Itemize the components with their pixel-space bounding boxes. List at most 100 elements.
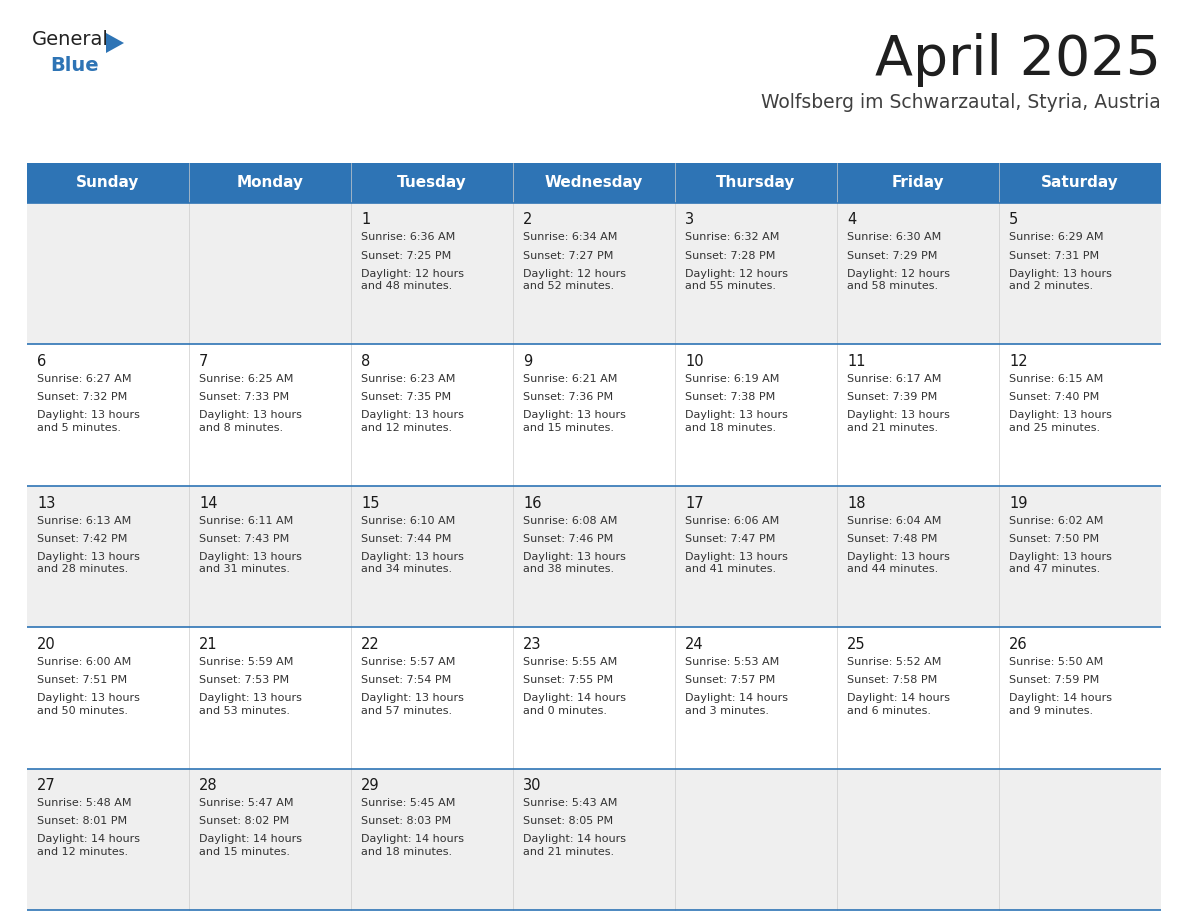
Text: 6: 6 — [37, 354, 46, 369]
Text: Sunset: 8:01 PM: Sunset: 8:01 PM — [37, 816, 127, 826]
Text: Sunrise: 6:11 AM: Sunrise: 6:11 AM — [200, 516, 293, 525]
Text: Sunrise: 6:34 AM: Sunrise: 6:34 AM — [523, 232, 618, 242]
Text: Sunrise: 6:29 AM: Sunrise: 6:29 AM — [1009, 232, 1104, 242]
Text: 20: 20 — [37, 637, 56, 652]
Bar — [27, 486, 1161, 627]
Text: Daylight: 12 hours
and 52 minutes.: Daylight: 12 hours and 52 minutes. — [523, 268, 626, 291]
Text: Sunrise: 6:15 AM: Sunrise: 6:15 AM — [1009, 374, 1104, 384]
Text: 17: 17 — [685, 496, 703, 510]
Text: Sunrise: 6:17 AM: Sunrise: 6:17 AM — [847, 374, 941, 384]
Text: Sunday: Sunday — [76, 175, 140, 190]
Text: 21: 21 — [200, 637, 217, 652]
Text: Sunset: 7:28 PM: Sunset: 7:28 PM — [685, 251, 776, 261]
Text: Thursday: Thursday — [716, 175, 796, 190]
Text: Sunrise: 6:06 AM: Sunrise: 6:06 AM — [685, 516, 779, 525]
Text: Sunset: 7:35 PM: Sunset: 7:35 PM — [361, 392, 451, 402]
Text: Daylight: 13 hours
and 25 minutes.: Daylight: 13 hours and 25 minutes. — [1009, 410, 1112, 432]
Text: Sunrise: 5:53 AM: Sunrise: 5:53 AM — [685, 657, 779, 667]
Text: 27: 27 — [37, 778, 56, 793]
Text: Daylight: 13 hours
and 47 minutes.: Daylight: 13 hours and 47 minutes. — [1009, 552, 1112, 575]
Text: 22: 22 — [361, 637, 380, 652]
Text: Sunset: 7:32 PM: Sunset: 7:32 PM — [37, 392, 127, 402]
Bar — [27, 163, 1161, 203]
Text: 13: 13 — [37, 496, 56, 510]
Text: Sunset: 7:36 PM: Sunset: 7:36 PM — [523, 392, 613, 402]
Text: Sunset: 7:29 PM: Sunset: 7:29 PM — [847, 251, 937, 261]
Text: Sunrise: 6:30 AM: Sunrise: 6:30 AM — [847, 232, 941, 242]
Text: Daylight: 12 hours
and 55 minutes.: Daylight: 12 hours and 55 minutes. — [685, 268, 788, 291]
Text: Sunrise: 6:04 AM: Sunrise: 6:04 AM — [847, 516, 941, 525]
Text: Sunset: 7:27 PM: Sunset: 7:27 PM — [523, 251, 613, 261]
Text: 1: 1 — [361, 212, 371, 228]
Text: Daylight: 14 hours
and 6 minutes.: Daylight: 14 hours and 6 minutes. — [847, 693, 950, 716]
Text: Sunrise: 5:59 AM: Sunrise: 5:59 AM — [200, 657, 293, 667]
Text: Sunset: 7:39 PM: Sunset: 7:39 PM — [847, 392, 937, 402]
Text: Sunrise: 6:25 AM: Sunrise: 6:25 AM — [200, 374, 293, 384]
Text: Sunrise: 6:00 AM: Sunrise: 6:00 AM — [37, 657, 131, 667]
Text: Sunset: 7:31 PM: Sunset: 7:31 PM — [1009, 251, 1099, 261]
Text: Sunset: 7:44 PM: Sunset: 7:44 PM — [361, 533, 451, 543]
Text: Daylight: 12 hours
and 48 minutes.: Daylight: 12 hours and 48 minutes. — [361, 268, 465, 291]
Bar — [27, 627, 1161, 768]
Text: Sunset: 7:33 PM: Sunset: 7:33 PM — [200, 392, 289, 402]
Text: 2: 2 — [523, 212, 532, 228]
Text: Sunrise: 5:45 AM: Sunrise: 5:45 AM — [361, 799, 455, 809]
Text: 12: 12 — [1009, 354, 1028, 369]
Text: Sunrise: 6:32 AM: Sunrise: 6:32 AM — [685, 232, 779, 242]
Text: April 2025: April 2025 — [876, 33, 1161, 87]
Text: 7: 7 — [200, 354, 208, 369]
Text: Daylight: 13 hours
and 5 minutes.: Daylight: 13 hours and 5 minutes. — [37, 410, 140, 432]
Text: 14: 14 — [200, 496, 217, 510]
Text: Saturday: Saturday — [1041, 175, 1119, 190]
Text: Sunset: 7:50 PM: Sunset: 7:50 PM — [1009, 533, 1099, 543]
Text: Daylight: 13 hours
and 21 minutes.: Daylight: 13 hours and 21 minutes. — [847, 410, 950, 432]
Text: Daylight: 13 hours
and 44 minutes.: Daylight: 13 hours and 44 minutes. — [847, 552, 950, 575]
Text: Daylight: 13 hours
and 28 minutes.: Daylight: 13 hours and 28 minutes. — [37, 552, 140, 575]
Text: 18: 18 — [847, 496, 866, 510]
Text: Sunrise: 5:47 AM: Sunrise: 5:47 AM — [200, 799, 293, 809]
Text: Sunrise: 5:50 AM: Sunrise: 5:50 AM — [1009, 657, 1104, 667]
Bar — [27, 203, 1161, 344]
Text: 15: 15 — [361, 496, 379, 510]
Text: Sunrise: 6:13 AM: Sunrise: 6:13 AM — [37, 516, 131, 525]
Bar — [27, 768, 1161, 910]
Text: 28: 28 — [200, 778, 217, 793]
Text: Daylight: 13 hours
and 38 minutes.: Daylight: 13 hours and 38 minutes. — [523, 552, 626, 575]
Text: 3: 3 — [685, 212, 694, 228]
Text: Wolfsberg im Schwarzautal, Styria, Austria: Wolfsberg im Schwarzautal, Styria, Austr… — [762, 93, 1161, 112]
Text: Wednesday: Wednesday — [545, 175, 643, 190]
Text: Daylight: 13 hours
and 41 minutes.: Daylight: 13 hours and 41 minutes. — [685, 552, 788, 575]
Text: Daylight: 13 hours
and 12 minutes.: Daylight: 13 hours and 12 minutes. — [361, 410, 463, 432]
Text: Sunset: 7:53 PM: Sunset: 7:53 PM — [200, 675, 289, 685]
Text: 29: 29 — [361, 778, 380, 793]
Text: Daylight: 13 hours
and 50 minutes.: Daylight: 13 hours and 50 minutes. — [37, 693, 140, 716]
Text: Sunrise: 6:36 AM: Sunrise: 6:36 AM — [361, 232, 455, 242]
Text: Daylight: 13 hours
and 53 minutes.: Daylight: 13 hours and 53 minutes. — [200, 693, 302, 716]
Text: Daylight: 13 hours
and 2 minutes.: Daylight: 13 hours and 2 minutes. — [1009, 268, 1112, 291]
Text: Daylight: 13 hours
and 18 minutes.: Daylight: 13 hours and 18 minutes. — [685, 410, 788, 432]
Text: Sunset: 8:03 PM: Sunset: 8:03 PM — [361, 816, 451, 826]
Text: 24: 24 — [685, 637, 703, 652]
Text: Sunset: 7:59 PM: Sunset: 7:59 PM — [1009, 675, 1099, 685]
Text: Sunrise: 5:48 AM: Sunrise: 5:48 AM — [37, 799, 132, 809]
Text: 30: 30 — [523, 778, 542, 793]
Text: Daylight: 14 hours
and 0 minutes.: Daylight: 14 hours and 0 minutes. — [523, 693, 626, 716]
Text: Daylight: 13 hours
and 34 minutes.: Daylight: 13 hours and 34 minutes. — [361, 552, 463, 575]
Text: Sunset: 7:25 PM: Sunset: 7:25 PM — [361, 251, 451, 261]
Text: Sunset: 7:43 PM: Sunset: 7:43 PM — [200, 533, 289, 543]
Text: 23: 23 — [523, 637, 542, 652]
Text: Sunrise: 5:55 AM: Sunrise: 5:55 AM — [523, 657, 618, 667]
Text: Sunrise: 6:21 AM: Sunrise: 6:21 AM — [523, 374, 618, 384]
Text: Tuesday: Tuesday — [397, 175, 467, 190]
Text: 19: 19 — [1009, 496, 1028, 510]
Text: 5: 5 — [1009, 212, 1018, 228]
Text: Sunset: 7:58 PM: Sunset: 7:58 PM — [847, 675, 937, 685]
Text: Sunrise: 5:57 AM: Sunrise: 5:57 AM — [361, 657, 455, 667]
Text: 8: 8 — [361, 354, 371, 369]
Text: Sunset: 8:05 PM: Sunset: 8:05 PM — [523, 816, 613, 826]
Text: Sunrise: 6:27 AM: Sunrise: 6:27 AM — [37, 374, 132, 384]
Text: Daylight: 14 hours
and 18 minutes.: Daylight: 14 hours and 18 minutes. — [361, 834, 465, 857]
Text: 16: 16 — [523, 496, 542, 510]
Bar — [27, 344, 1161, 486]
Text: Friday: Friday — [892, 175, 944, 190]
